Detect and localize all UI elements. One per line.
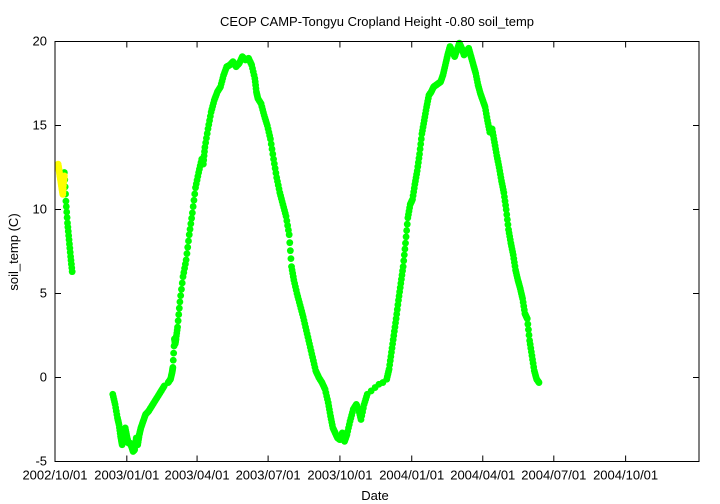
data-point [183,250,191,257]
data-point [416,145,424,153]
y-tick-label: 10 [33,202,47,217]
data-point [400,257,408,265]
x-tick-label: 2003/10/01 [307,468,372,483]
data-point [60,172,68,180]
x-tick-label: 2003/01/01 [94,468,159,483]
data-point [503,211,511,218]
data-point [286,247,294,255]
data-point [182,256,190,264]
data-point [504,221,512,229]
y-tick-label: 20 [33,34,47,49]
data-point [176,298,184,306]
data-point [267,135,274,143]
data-point [63,208,71,216]
data-point [267,140,275,148]
data-point [177,292,185,299]
data-point [524,320,532,328]
data-point [525,326,532,334]
data-point [402,239,409,247]
data-point [175,304,183,312]
x-tick-label: 2002/10/01 [22,468,87,483]
series-flagged [54,160,68,198]
data-point [62,203,70,210]
chart-title: CEOP CAMP-Tongyu Cropland Height -0.80 s… [220,14,534,29]
data-point [417,140,425,148]
data-point [503,216,511,223]
data-point [403,227,411,234]
y-tick-label: 5 [40,286,47,301]
data-point [186,225,194,233]
data-point [178,285,185,293]
data-point [187,220,195,228]
data-point [169,364,177,371]
data-points [54,39,543,455]
x-tick-label: 2003/07/01 [236,468,301,483]
data-point [188,209,196,217]
data-point [184,243,192,251]
data-point [399,263,407,271]
data-point [502,206,510,213]
data-point [174,317,182,325]
data-point [286,239,294,247]
axis-ticks: -5 0 5 10 15 20 2002/10/01 2003/01/01 2003/04/01… [22,34,699,483]
data-point [185,231,193,239]
data-point [188,214,196,222]
data-point [285,231,293,239]
data-point [169,356,177,364]
data-point [525,331,533,339]
data-point [287,255,295,263]
data-point [401,245,409,253]
data-point [400,251,408,259]
data-point [185,237,192,245]
data-point [62,197,70,205]
data-point [191,190,199,198]
plot-frame [54,41,700,462]
data-point [535,379,543,386]
y-axis-label: soil_temp (C) [6,213,21,290]
data-point [416,150,423,158]
data-point [402,233,410,241]
data-point [63,214,71,221]
x-tick-label: 2003/04/01 [165,468,230,483]
data-point [178,279,186,287]
data-point [523,315,531,323]
data-point [170,349,178,357]
data-point [403,220,411,228]
data-point [174,323,181,331]
x-axis-label: Date [361,488,388,503]
data-point [269,150,277,158]
x-tick-label: 2004/01/01 [379,468,444,483]
series-good [60,39,543,455]
x-tick-label: 2004/04/01 [450,468,515,483]
y-tick-label: -5 [35,454,47,469]
data-point [175,311,183,318]
x-tick-label: 2004/10/01 [593,468,658,483]
x-tick-label: 2004/07/01 [521,468,586,483]
y-tick-label: 0 [40,370,47,385]
data-point [68,268,76,276]
data-point [417,135,425,143]
data-point [268,145,276,153]
y-tick-label: 15 [33,118,47,133]
data-point [189,203,197,210]
data-point [190,196,198,204]
